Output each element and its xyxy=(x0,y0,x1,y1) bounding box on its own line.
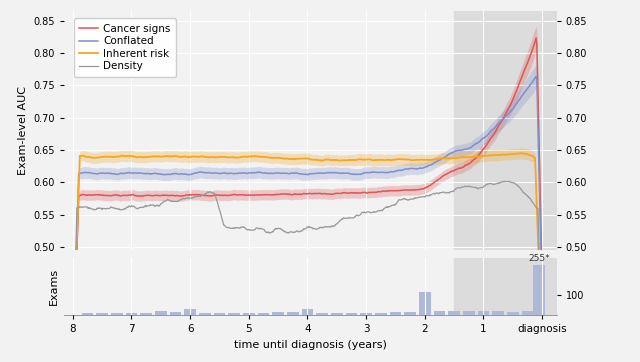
Conflated xyxy=(425,163,433,168)
Bar xyxy=(533,265,545,315)
Density xyxy=(342,216,349,220)
Conflated xyxy=(538,300,546,304)
Bar xyxy=(390,312,401,315)
Bar xyxy=(96,313,108,315)
Bar xyxy=(346,313,357,315)
Inherent risk xyxy=(538,355,546,359)
Conflated xyxy=(98,171,106,176)
Cancer signs xyxy=(538,278,546,283)
Bar xyxy=(454,258,560,315)
Conflated xyxy=(532,74,540,79)
Density xyxy=(368,210,376,215)
Bar xyxy=(492,311,504,315)
Bar xyxy=(243,312,255,315)
Inherent risk xyxy=(69,353,77,357)
Bar xyxy=(316,313,328,315)
Inherent risk xyxy=(342,158,349,163)
Conflated xyxy=(342,171,349,175)
Bar xyxy=(111,313,123,315)
Inherent risk xyxy=(473,155,481,159)
Bar xyxy=(375,312,387,315)
Bar xyxy=(257,312,269,315)
Bar xyxy=(125,313,138,315)
Bar xyxy=(419,292,431,315)
Bar xyxy=(170,312,181,315)
Density xyxy=(425,194,433,198)
Bar xyxy=(433,311,445,315)
Y-axis label: Exams: Exams xyxy=(49,268,58,305)
Bar xyxy=(155,311,166,315)
Legend: Cancer signs, Conflated, Inherent risk, Density: Cancer signs, Conflated, Inherent risk, … xyxy=(74,18,176,77)
Cancer signs xyxy=(342,191,349,195)
Line: Density: Density xyxy=(73,181,542,362)
Cancer signs xyxy=(473,155,481,160)
Cancer signs xyxy=(354,191,362,195)
Density xyxy=(501,179,509,184)
Cancer signs xyxy=(368,190,376,194)
Bar xyxy=(81,313,93,315)
Bar xyxy=(463,311,475,315)
Conflated xyxy=(473,141,481,146)
Inherent risk xyxy=(98,155,106,159)
X-axis label: time until diagnosis (years): time until diagnosis (years) xyxy=(234,340,387,350)
Inherent risk xyxy=(425,157,433,162)
Bar xyxy=(360,312,372,315)
Density xyxy=(473,186,481,190)
Conflated xyxy=(368,170,376,174)
Bar xyxy=(228,312,240,315)
Bar xyxy=(199,313,211,315)
Conflated xyxy=(354,172,362,177)
Bar xyxy=(507,312,518,315)
Density xyxy=(354,214,362,218)
Bar xyxy=(140,312,152,315)
Line: Cancer signs: Cancer signs xyxy=(73,38,542,362)
Bar xyxy=(454,11,560,251)
Cancer signs xyxy=(425,184,433,188)
Cancer signs xyxy=(532,36,540,40)
Bar xyxy=(477,311,490,315)
Line: Conflated: Conflated xyxy=(73,76,542,362)
Bar xyxy=(214,313,225,315)
Line: Inherent risk: Inherent risk xyxy=(73,153,542,357)
Text: 255*: 255* xyxy=(529,254,550,263)
Inherent risk xyxy=(516,151,524,155)
Bar xyxy=(287,312,299,315)
Inherent risk xyxy=(368,158,376,162)
Bar xyxy=(184,310,196,315)
Y-axis label: Exam-level AUC: Exam-level AUC xyxy=(18,86,28,175)
Bar xyxy=(448,311,460,315)
Bar xyxy=(404,312,416,315)
Inherent risk xyxy=(354,157,362,162)
Cancer signs xyxy=(98,193,106,197)
Bar xyxy=(272,312,284,315)
Density xyxy=(98,207,106,211)
Bar xyxy=(522,311,533,315)
Bar xyxy=(331,312,342,315)
Bar xyxy=(301,309,314,315)
